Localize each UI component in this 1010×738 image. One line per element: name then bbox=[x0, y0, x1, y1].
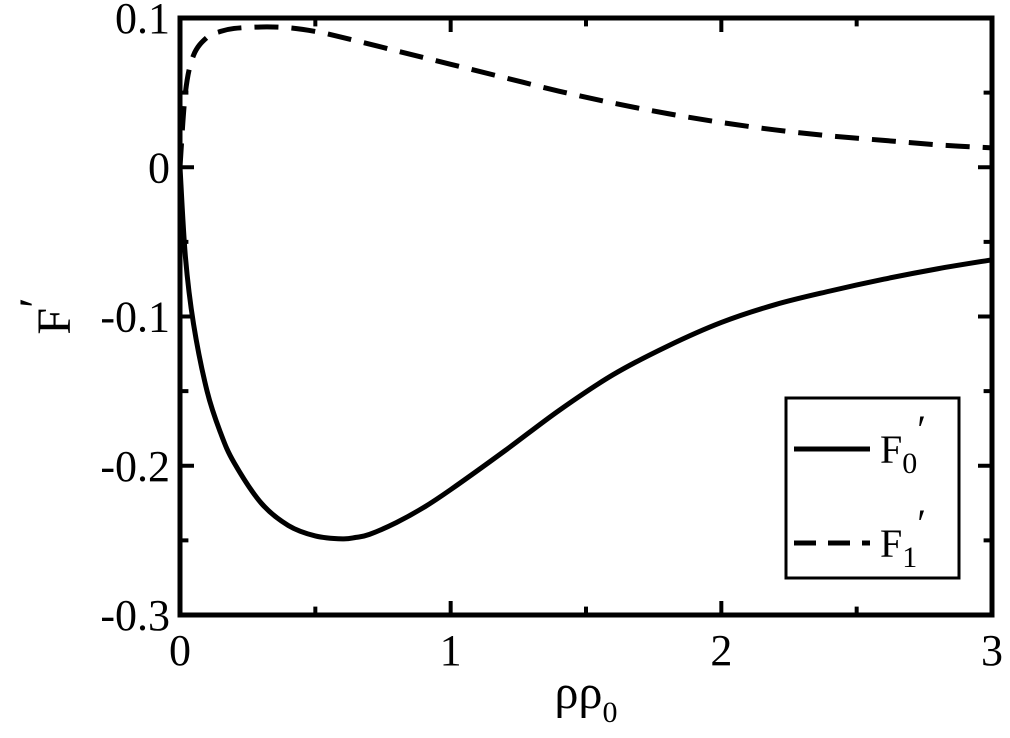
legend-f0-sub: 0 bbox=[902, 447, 917, 480]
x-tick-label: 1 bbox=[440, 626, 462, 675]
ticks bbox=[178, 16, 994, 617]
y-axis-label-prime: ′ bbox=[10, 297, 63, 308]
x-axis-label: ρρ0 bbox=[555, 666, 618, 729]
y-tick-label: -0.3 bbox=[100, 591, 170, 640]
x-axis-label-sub: 0 bbox=[602, 696, 617, 729]
y-tick-label: -0.2 bbox=[100, 442, 170, 491]
legend: F0′ F1′ bbox=[784, 396, 961, 580]
legend-f1-main: F bbox=[880, 521, 902, 566]
x-tick-label: 0 bbox=[169, 626, 191, 675]
x-axis-label-main: ρρ bbox=[555, 666, 603, 719]
legend-f1-prime: ′ bbox=[917, 501, 926, 546]
y-tick-label: 0.1 bbox=[115, 0, 170, 43]
y-tick-label: -0.1 bbox=[100, 293, 170, 342]
plot-area bbox=[177, 15, 995, 618]
y-axis-label: F′ bbox=[10, 297, 81, 334]
legend-entry-f0: F0′ bbox=[880, 407, 926, 480]
series-line-f1 bbox=[177, 24, 993, 168]
y-tick-labels: 0.1 0 -0.1 -0.2 -0.3 bbox=[100, 0, 170, 640]
y-tick-label: 0 bbox=[148, 143, 170, 192]
x-tick-labels: 0 1 2 3 bbox=[169, 626, 1003, 675]
legend-f0-main: F bbox=[880, 427, 902, 472]
x-tick-label: 2 bbox=[710, 626, 732, 675]
series-line-f0 bbox=[177, 167, 993, 542]
legend-box bbox=[784, 396, 961, 580]
legend-entry-f1: F1′ bbox=[880, 501, 926, 574]
x-tick-label: 3 bbox=[981, 626, 1003, 675]
legend-f0-prime: ′ bbox=[917, 407, 926, 452]
series-layer bbox=[177, 24, 993, 542]
legend-f1-sub: 1 bbox=[902, 541, 917, 574]
y-axis-label-main: F bbox=[28, 308, 81, 335]
